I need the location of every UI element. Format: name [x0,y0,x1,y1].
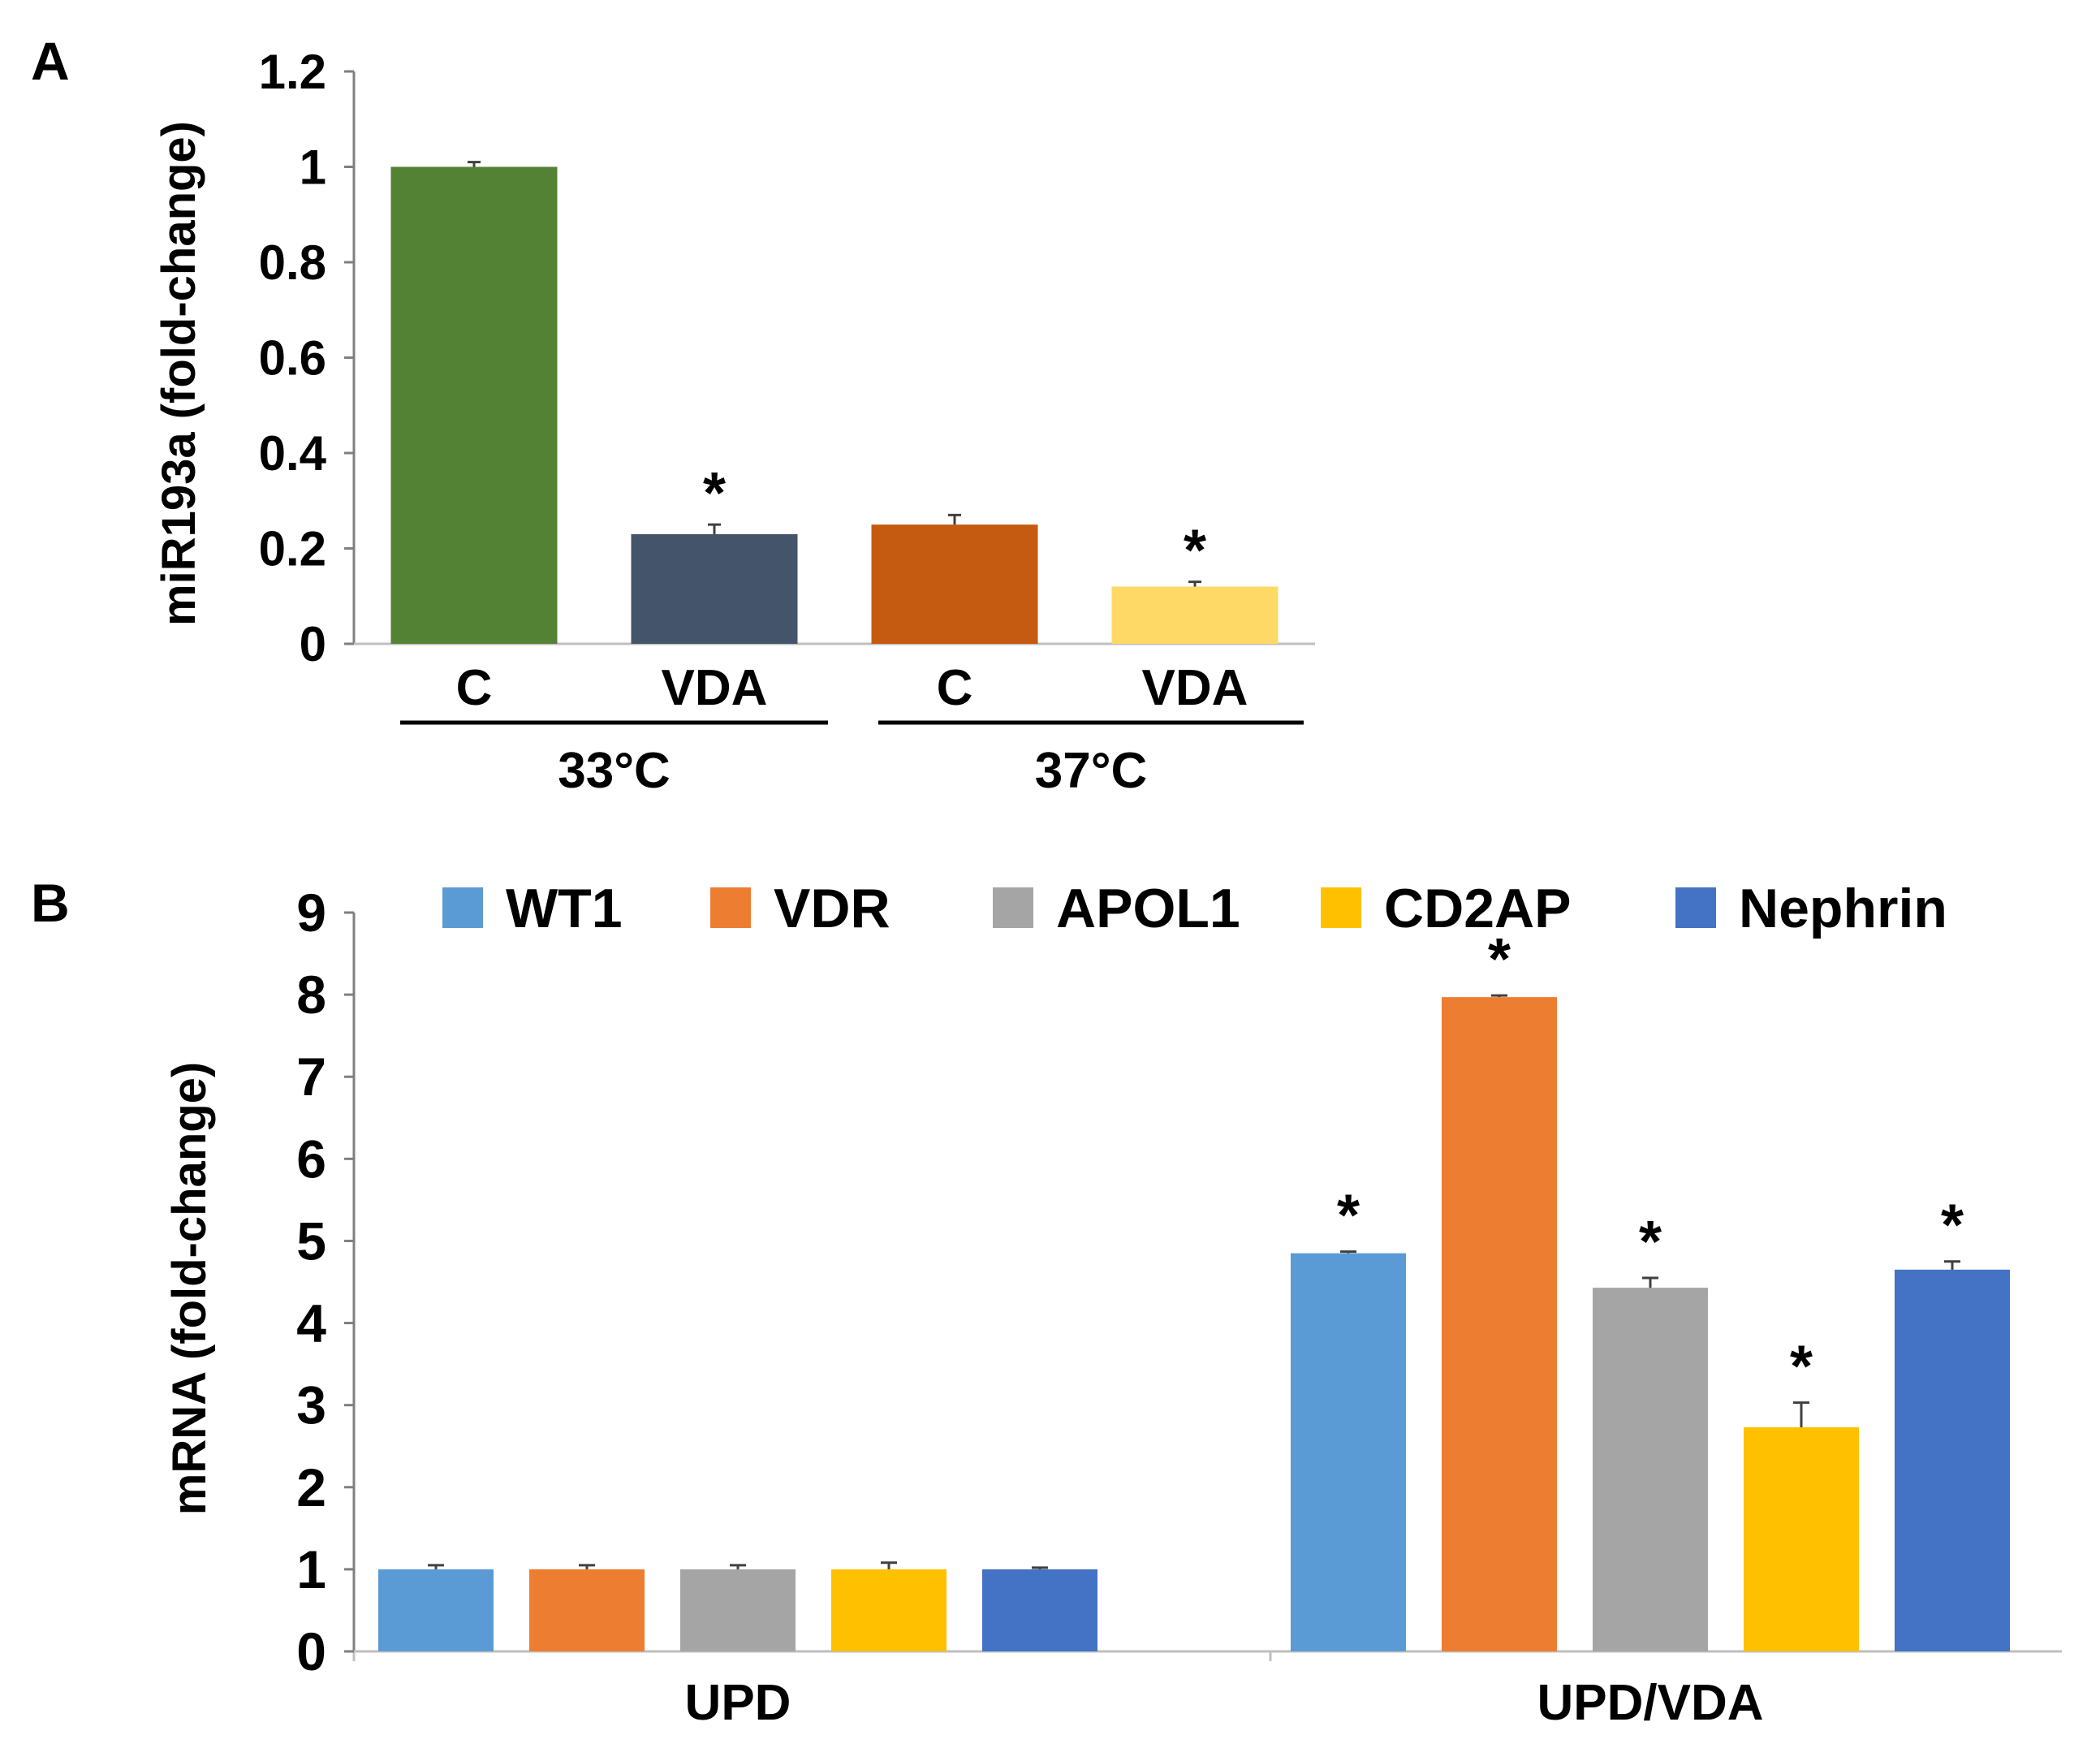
panel-a: A miR193a (fold-change) 0 0.2 0.4 0.6 0.8 1 1.… [31,31,1315,799]
panel-a-bar [871,524,1038,644]
panel-a-category-label: C [456,660,493,716]
panel-a-y-axis-label: miR193a (fold-change) [153,121,205,626]
panel-b-bar-wt1 [1291,1253,1406,1651]
panel-b-bar-cd2ap [1744,1426,1859,1651]
legend-label-apol1: APOL1 [1056,878,1240,939]
panel-b-y-tick-label: 7 [296,1047,326,1107]
panel-b-bar-nephrin [982,1569,1097,1651]
panel-a-category-label: VDA [1142,660,1248,716]
panel-b-significance-star: * [1488,927,1511,992]
panel-a-category-label: VDA [662,660,768,716]
panel-a-letter: A [31,31,70,91]
panel-b-bar-vdr [529,1569,645,1651]
panel-b: B mRNA (fold-change) WT1 VDR APOL1 CD2AP Nep… [31,873,2062,1731]
panel-a-bar [390,166,558,644]
panel-a-y-tick-label: 0 [300,617,326,671]
panel-b-bar-apol1 [680,1569,796,1651]
panel-a-y-tick-label: 0.8 [259,235,326,290]
panel-a-significance-star: * [1184,519,1206,584]
panel-a-bar [631,533,798,644]
panel-b-bars: UPD * * * * * UPD/VDA [378,927,2010,1731]
legend-label-wt1: WT1 [506,878,623,939]
panel-b-bar-apol1 [1593,1288,1708,1651]
panel-b-y-tick-label: 3 [296,1375,326,1435]
panel-b-significance-star: * [1639,1210,1662,1275]
panel-b-legend: WT1 VDR APOL1 CD2AP Nephrin [442,878,1947,939]
panel-b-significance-star: * [1337,1184,1360,1249]
panel-b-y-tick-label: 2 [296,1457,326,1517]
panel-b-y-tick-label: 4 [296,1293,326,1353]
panel-a-group-label: 37°C [1035,743,1148,799]
panel-b-y-tick-label: 1 [296,1539,326,1599]
legend-swatch-nephrin [1675,887,1716,928]
panel-a-bar [1111,586,1279,644]
legend-label-cd2ap: CD2AP [1384,878,1572,939]
legend-swatch-cd2ap [1321,887,1361,928]
panel-b-bar-wt1 [378,1569,494,1651]
panel-a-axes: 0 0.2 0.4 0.6 0.8 1 1.2 33°C 37°C [259,45,1315,799]
legend-swatch-apol1 [993,887,1033,928]
panel-b-y-tick-label: 5 [296,1211,326,1271]
panel-a-category-label: C [937,660,973,716]
panel-b-significance-star: * [1790,1335,1813,1400]
legend-swatch-vdr [710,887,751,928]
panel-b-y-axis-label: mRNA (fold-change) [163,1062,216,1515]
panel-b-category-label: UPD [685,1675,791,1731]
panel-b-bar-vdr [1442,997,1557,1651]
panel-b-y-tick-label: 6 [296,1129,326,1189]
panel-a-y-tick-label: 0.2 [259,522,326,576]
legend-swatch-wt1 [442,887,483,928]
panel-a-significance-star: * [703,461,726,526]
panel-a-y-tick-label: 0.4 [259,426,327,481]
panel-a-y-tick-label: 1 [300,140,326,195]
panel-b-category-label: UPD/VDA [1537,1675,1763,1731]
panel-b-y-tick-label: 9 [296,883,326,943]
panel-a-y-tick-label: 0.6 [259,331,326,386]
panel-b-y-tick-label: 8 [296,965,326,1025]
panel-b-significance-star: * [1941,1193,1964,1258]
panel-b-bar-cd2ap [831,1569,947,1651]
legend-label-vdr: VDR [774,878,890,939]
panel-b-bar-nephrin [1895,1269,2010,1651]
legend-label-nephrin: Nephrin [1739,878,1947,939]
panel-b-letter: B [31,873,70,933]
panel-b-y-tick-label: 0 [296,1621,326,1681]
panel-a-bars: C * VDA C * VDA [390,161,1279,716]
panel-a-y-tick-label: 1.2 [259,45,326,99]
panel-a-group-label: 33°C [558,743,671,799]
